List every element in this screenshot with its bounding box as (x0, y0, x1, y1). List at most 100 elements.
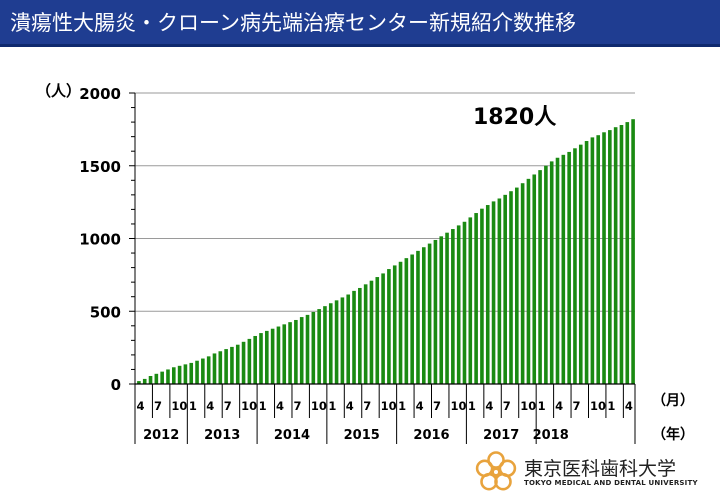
year-label: 2018 (533, 428, 569, 443)
bar (515, 187, 519, 384)
month-tick-label: 1 (328, 399, 336, 413)
bar (561, 154, 566, 384)
bar (375, 277, 380, 384)
month-tick-label: 1 (538, 399, 546, 413)
bar (224, 349, 228, 384)
page-title: 潰瘍性大腸炎・クローン病先端治療センター新規紹介数推移 (10, 11, 576, 35)
month-tick-label: 10 (241, 399, 257, 413)
bar (520, 183, 525, 384)
x-axis-month-label: （月） (652, 393, 694, 409)
bar (538, 170, 542, 384)
university-name: 東京医科歯科大学 (524, 458, 677, 480)
bar (497, 198, 502, 384)
bar (491, 201, 496, 384)
bar (445, 232, 449, 384)
bar (392, 265, 397, 384)
month-tick-label: 10 (311, 399, 327, 413)
bar (480, 208, 484, 384)
bar (363, 284, 368, 384)
bar (555, 157, 560, 384)
y-axis-label: （人） (36, 82, 81, 100)
bar (503, 194, 507, 384)
month-tick-label: 1 (259, 399, 267, 413)
month-tick-label: 10 (381, 399, 397, 413)
bar (387, 269, 391, 384)
bar (596, 135, 601, 384)
month-tick-label: 10 (171, 399, 187, 413)
month-tick-label: 4 (485, 399, 493, 413)
total-annotation: 1820人 (473, 105, 556, 130)
bar (369, 280, 374, 384)
bar (270, 328, 275, 384)
bar (334, 300, 339, 384)
bar (584, 141, 589, 384)
month-tick-label: 4 (346, 399, 354, 413)
bar (619, 125, 624, 384)
university-name-english: TOKYO MEDICAL AND DENTAL UNIVERSITY (524, 479, 698, 487)
bar (485, 205, 490, 384)
bar (259, 333, 263, 384)
month-tick-label: 4 (137, 399, 145, 413)
bar (416, 250, 420, 384)
year-label: 2013 (204, 428, 240, 443)
month-tick-label: 1 (189, 399, 197, 413)
bar (235, 344, 240, 384)
month-tick-label: 1 (468, 399, 476, 413)
bar (625, 122, 630, 384)
bar (189, 362, 194, 384)
bar (549, 161, 554, 384)
bar (532, 174, 537, 384)
bar (288, 322, 292, 384)
year-label: 2014 (274, 428, 310, 443)
bar (433, 239, 438, 384)
bar (253, 335, 257, 384)
plum-blossom-emblem-icon (475, 451, 517, 491)
bar (142, 378, 147, 384)
bar (276, 326, 281, 384)
bar (218, 351, 223, 384)
month-tick-label: 10 (590, 399, 606, 413)
month-tick-label: 7 (503, 399, 511, 413)
bar (590, 137, 595, 384)
title-bar: 潰瘍性大腸炎・クローン病先端治療センター新規紹介数推移 (0, 0, 720, 47)
bar (323, 306, 327, 384)
bar (631, 119, 635, 384)
bar (462, 221, 467, 384)
bar (456, 225, 461, 384)
university-logo: 東京医科歯科大学 TOKYO MEDICAL AND DENTAL UNIVER… (472, 450, 712, 494)
bar (567, 151, 571, 384)
y-tick-label: 0 (111, 376, 121, 394)
bar (148, 375, 153, 384)
x-axis-year-label: （年） (652, 426, 694, 443)
bar (404, 258, 409, 384)
month-tick-label: 1 (398, 399, 406, 413)
year-label: 2012 (143, 428, 179, 443)
bar (154, 373, 159, 384)
bar (340, 297, 345, 384)
month-tick-label: 4 (555, 399, 563, 413)
bar (352, 290, 356, 384)
bar (160, 371, 164, 384)
bar (346, 294, 351, 384)
bar (578, 144, 583, 384)
y-tick-label: 1500 (79, 158, 121, 176)
bar (613, 127, 618, 384)
bar (427, 243, 432, 384)
month-tick-label: 1 (607, 399, 615, 413)
month-tick-label: 7 (573, 399, 581, 413)
bar (305, 314, 310, 384)
bar (468, 217, 473, 384)
bar (381, 273, 385, 384)
month-tick-label: 7 (224, 399, 232, 413)
bar (195, 360, 199, 384)
year-label: 2015 (344, 428, 380, 443)
month-tick-label: 4 (276, 399, 284, 413)
bar (183, 364, 188, 384)
bar (544, 165, 548, 384)
month-tick-label: 4 (416, 399, 424, 413)
y-tick-label: 2000 (79, 85, 121, 103)
bar (451, 229, 455, 384)
bar (230, 346, 234, 384)
bar (602, 132, 606, 384)
bar (247, 338, 252, 384)
